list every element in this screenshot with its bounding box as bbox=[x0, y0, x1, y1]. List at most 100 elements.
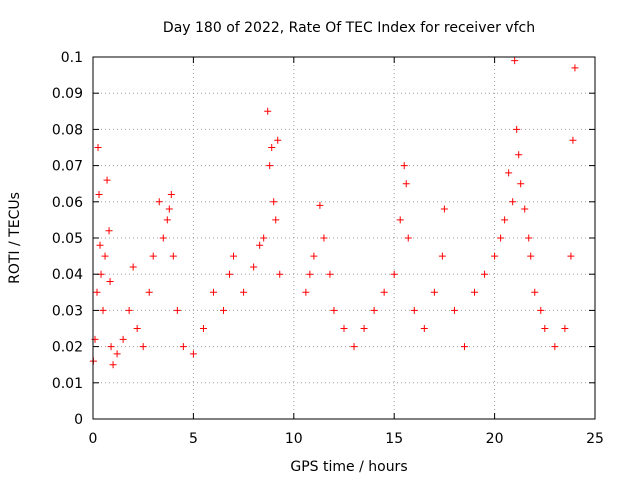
data-point bbox=[155, 198, 163, 206]
data-point bbox=[276, 270, 284, 278]
data-point bbox=[440, 205, 448, 213]
data-point bbox=[268, 144, 276, 151]
data-point bbox=[537, 306, 545, 314]
data-point bbox=[569, 136, 577, 144]
data-point bbox=[240, 288, 248, 296]
data-point bbox=[270, 198, 278, 206]
grid-lines bbox=[93, 57, 595, 419]
data-point bbox=[230, 252, 238, 260]
x-axis-label: GPS time / hours bbox=[290, 459, 407, 475]
data-point bbox=[360, 325, 368, 332]
y-tick-label: 0.05 bbox=[52, 231, 83, 247]
data-point bbox=[541, 325, 549, 332]
data-point bbox=[501, 216, 509, 224]
data-point bbox=[149, 252, 157, 260]
data-point bbox=[94, 144, 102, 151]
data-point bbox=[350, 343, 358, 351]
x-tick-label: 10 bbox=[285, 431, 303, 447]
data-point bbox=[264, 107, 272, 115]
data-point bbox=[370, 306, 378, 314]
data-point bbox=[402, 180, 410, 188]
data-point bbox=[133, 325, 141, 332]
x-tick-label: 25 bbox=[586, 431, 604, 447]
data-point bbox=[107, 343, 115, 351]
data-point bbox=[95, 191, 103, 199]
data-point bbox=[400, 162, 408, 170]
data-point bbox=[438, 252, 446, 260]
data-point bbox=[511, 57, 519, 65]
data-point bbox=[266, 162, 274, 170]
y-tick-label: 0.09 bbox=[52, 86, 83, 102]
data-point bbox=[515, 151, 523, 159]
y-tick-label: 0.03 bbox=[52, 303, 83, 319]
data-point bbox=[561, 325, 569, 332]
data-point bbox=[145, 288, 153, 296]
data-point bbox=[209, 288, 217, 296]
data-point bbox=[517, 180, 525, 188]
data-point bbox=[165, 205, 173, 213]
data-point bbox=[93, 288, 101, 296]
data-point bbox=[513, 125, 521, 133]
data-point bbox=[256, 241, 264, 249]
data-point bbox=[420, 325, 428, 332]
data-point bbox=[139, 343, 147, 351]
data-point bbox=[163, 216, 171, 224]
data-point bbox=[525, 234, 533, 242]
data-point bbox=[99, 306, 107, 314]
data-point bbox=[320, 234, 328, 242]
data-point bbox=[106, 277, 114, 285]
data-point bbox=[340, 325, 348, 332]
data-point bbox=[96, 241, 104, 249]
data-point bbox=[101, 252, 109, 260]
chart-title: Day 180 of 2022, Rate Of TEC Index for r… bbox=[163, 20, 535, 36]
data-point bbox=[119, 335, 127, 343]
data-point bbox=[471, 288, 479, 296]
data-point bbox=[509, 198, 517, 206]
data-point bbox=[189, 350, 197, 358]
data-point bbox=[531, 288, 539, 296]
data-point bbox=[169, 252, 177, 260]
y-tick-label: 0.07 bbox=[52, 159, 83, 175]
data-point bbox=[260, 234, 268, 242]
data-point bbox=[199, 325, 207, 332]
data-point bbox=[179, 343, 187, 351]
data-point bbox=[396, 216, 404, 224]
data-point bbox=[125, 306, 133, 314]
data-point bbox=[220, 306, 228, 314]
data-point bbox=[113, 350, 121, 358]
x-tick-label: 0 bbox=[89, 431, 98, 447]
data-point bbox=[571, 64, 579, 72]
y-axis-label: ROTI / TECUs bbox=[7, 192, 23, 284]
data-point bbox=[105, 227, 113, 235]
data-point bbox=[302, 288, 310, 296]
data-point bbox=[481, 270, 489, 278]
data-point bbox=[330, 306, 338, 314]
y-tick-label: 0.06 bbox=[52, 195, 83, 211]
data-point bbox=[551, 343, 559, 351]
data-point bbox=[272, 216, 280, 224]
data-point bbox=[326, 270, 334, 278]
data-points bbox=[89, 57, 579, 369]
y-tick-label: 0.01 bbox=[52, 376, 83, 392]
data-point bbox=[460, 343, 468, 351]
data-point bbox=[567, 252, 575, 260]
data-point bbox=[167, 191, 175, 199]
data-point bbox=[274, 136, 282, 144]
data-point bbox=[380, 288, 388, 296]
data-point bbox=[250, 263, 258, 271]
data-point bbox=[521, 205, 529, 213]
data-point bbox=[527, 252, 535, 260]
y-tick-label: 0.08 bbox=[52, 122, 83, 138]
data-point bbox=[109, 361, 117, 369]
data-point bbox=[505, 169, 513, 177]
data-point bbox=[103, 176, 111, 184]
data-point bbox=[226, 270, 234, 278]
x-tick-label: 15 bbox=[385, 431, 403, 447]
y-tick-label: 0.1 bbox=[61, 50, 83, 66]
data-point bbox=[129, 263, 137, 271]
data-point bbox=[173, 306, 181, 314]
data-point bbox=[316, 201, 324, 209]
y-tick-label: 0.02 bbox=[52, 340, 83, 356]
